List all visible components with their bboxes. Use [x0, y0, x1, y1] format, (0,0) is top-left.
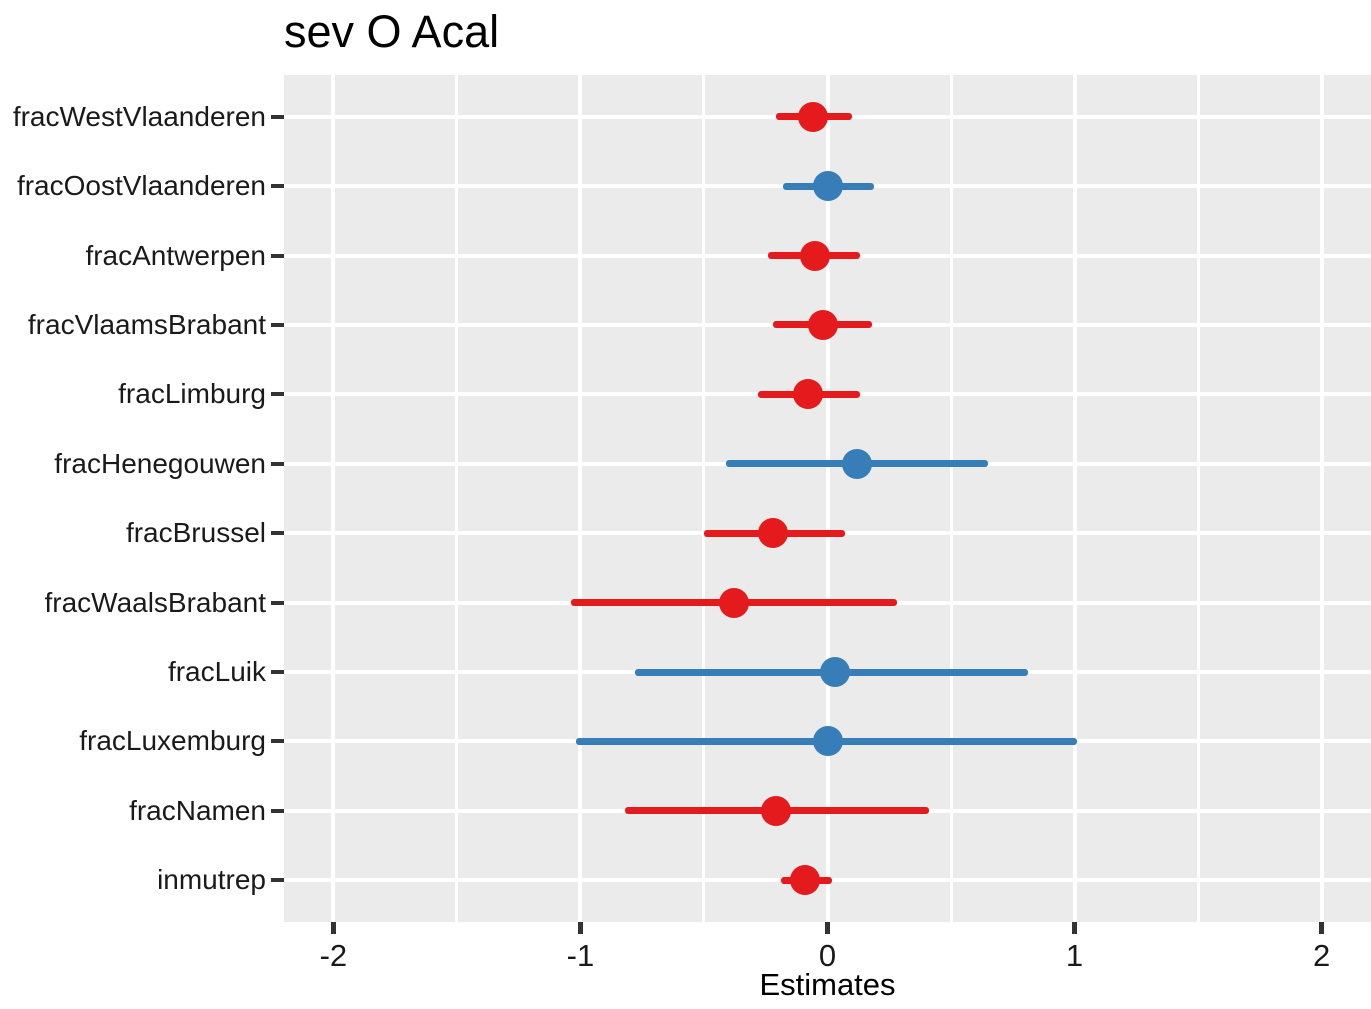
plot-title: sev O Acal	[284, 6, 500, 57]
y-axis-tick-mark	[271, 531, 284, 536]
y-axis-tick-mark	[271, 739, 284, 744]
y-axis-tick-mark	[271, 808, 284, 813]
y-axis-label: fracWaalsBrabant	[44, 586, 267, 618]
y-axis-tick-mark	[271, 600, 284, 605]
x-axis-tick-mark	[825, 922, 830, 934]
x-axis-title: Estimates	[759, 967, 896, 1002]
y-axis-label: fracOostVlaanderen	[16, 170, 266, 202]
y-axis-label: fracLuxemburg	[79, 725, 266, 757]
plot-panel	[284, 75, 1371, 922]
y-axis-label: inmutrep	[157, 864, 266, 896]
y-axis-tick-mark	[271, 184, 284, 189]
y-axis-label: fracAntwerpen	[85, 239, 266, 271]
point-estimate-marker	[790, 865, 821, 896]
x-axis-tick-label: 1	[1065, 938, 1084, 973]
x-axis-tick-label: -2	[319, 938, 348, 973]
y-axis-label: fracVlaamsBrabant	[27, 308, 266, 340]
major-gridline-x	[1072, 75, 1077, 922]
point-estimate-marker	[800, 240, 831, 271]
x-axis-tick-mark	[1319, 922, 1325, 934]
y-axis-tick-mark	[271, 392, 284, 397]
y-axis-label: fracNamen	[129, 794, 266, 826]
point-estimate-marker	[807, 309, 838, 340]
y-axis-tick-mark	[271, 461, 284, 466]
major-gridline-x	[331, 75, 336, 922]
x-axis-tick-mark	[330, 922, 336, 934]
point-estimate-marker	[842, 448, 873, 479]
minor-gridline-x	[949, 75, 953, 922]
point-estimate-marker	[819, 657, 850, 688]
y-axis-tick-mark	[271, 322, 284, 327]
x-axis-tick-label: 0	[818, 938, 837, 973]
major-gridline-x	[578, 75, 583, 922]
y-axis-label: fracHenegouwen	[54, 447, 266, 479]
point-estimate-marker	[718, 587, 749, 618]
y-axis-label: fracWestVlaanderen	[12, 100, 266, 132]
point-estimate-marker	[760, 795, 791, 826]
minor-gridline-x	[1196, 75, 1200, 922]
y-axis-tick-mark	[271, 878, 284, 883]
x-axis-tick-mark	[577, 922, 583, 934]
y-axis-tick-mark	[271, 114, 284, 119]
minor-gridline-x	[702, 75, 706, 922]
major-gridline-x	[825, 75, 830, 922]
y-axis-label: fracLimburg	[118, 378, 266, 410]
y-axis-label: fracBrussel	[125, 517, 266, 549]
point-estimate-marker	[792, 379, 823, 410]
major-gridline-x	[1319, 75, 1324, 922]
minor-gridline-x	[455, 75, 459, 922]
x-axis-tick-label: -1	[566, 938, 595, 973]
y-axis-label: fracLuik	[167, 656, 266, 688]
x-axis-tick-label: 2	[1312, 938, 1331, 973]
y-axis-tick-mark	[271, 670, 284, 675]
x-axis-tick-mark	[1072, 922, 1078, 934]
point-estimate-marker	[812, 171, 843, 202]
point-estimate-marker	[758, 518, 789, 549]
y-axis-tick-mark	[271, 253, 284, 258]
point-estimate-marker	[797, 101, 828, 132]
point-estimate-marker	[812, 726, 843, 757]
